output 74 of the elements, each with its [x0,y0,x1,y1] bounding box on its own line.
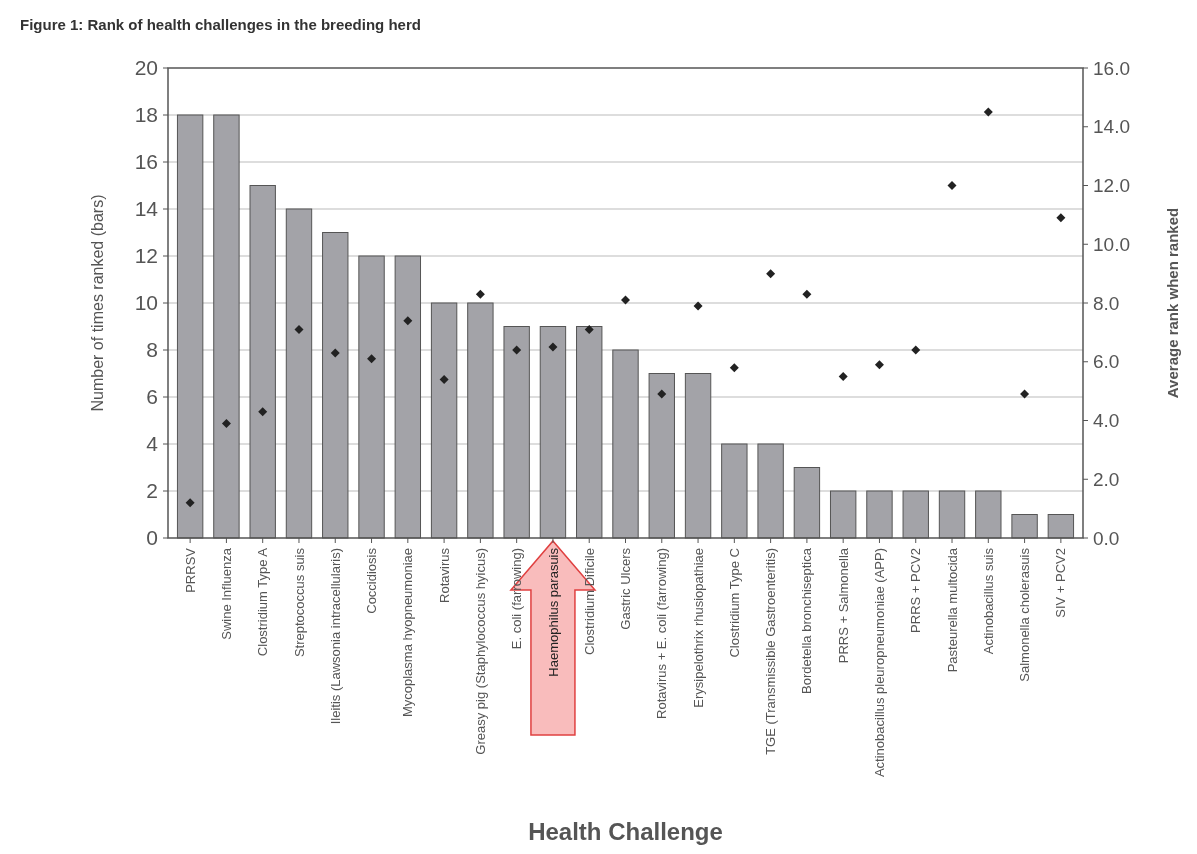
x-tick-label: Erysipelothrix rhusiopathiae [690,548,706,708]
x-tick-label: Clostridium Dificile [581,548,597,655]
x-tick-label: Rotavirus + E. coli (farrowing) [654,548,670,719]
y2-tick-label: 6.0 [1093,351,1120,373]
x-tick-label: Clostridium Type C [726,548,742,658]
point [874,360,884,370]
point [1056,213,1066,223]
point [258,407,268,417]
x-tick-label: Pasteurella multocida [944,547,960,673]
y-axis-title: Number of times ranked (bars) [89,194,106,412]
y-tick-label: 6 [146,385,158,409]
y-tick-label: 14 [134,197,159,221]
x-tick-label: Bordetella bronchiseptica [799,547,815,694]
x-axis-title: Health Challenge [528,818,723,845]
point [983,107,993,117]
point [621,295,630,305]
x-tick-label: PRRSV [182,547,198,593]
x-tick-label: PRRS + Salmonella [835,547,851,664]
y2-tick-label: 8.0 [1093,292,1120,314]
x-tick-label: SIV + PCV2 [1053,548,1069,618]
point [693,301,703,311]
y2-axis-title: Average rank when ranked [1164,207,1181,399]
y-tick-label: 12 [134,244,158,268]
x-tick-label: Coccidiosis [364,547,380,614]
x-tick-label: Salmonella cholerasuis [1017,547,1033,682]
point [475,289,485,299]
point [1020,389,1030,399]
point [512,345,522,355]
y-tick-label: 16 [134,150,158,174]
point [294,324,304,334]
x-tick-label: Swine Influenza [218,547,234,640]
y2-tick-label: 16.0 [1093,57,1130,79]
x-tick-label: Haemophilus parasuis [545,547,561,677]
chart-title: Figure 1: Rank of health challenges in the breeding herd [20,16,421,33]
y-tick-label: 8 [146,338,158,362]
x-tick-label: Streptococcus suis [291,547,307,658]
point [657,389,667,399]
y2-tick-label: 2.0 [1093,468,1120,490]
y-tick-label: 2 [146,479,158,503]
y2-tick-label: 0.0 [1093,527,1120,549]
y2-tick-label: 10.0 [1093,233,1130,255]
point [330,348,340,358]
y2-tick-label: 12.0 [1093,175,1130,197]
y-tick-label: 0 [146,526,158,550]
y-tick-label: 4 [146,432,159,456]
point [403,316,413,326]
x-tick-label: PRRS + PCV2 [908,548,924,633]
point [367,354,377,364]
point [838,371,848,381]
x-tick-label: Mycoplasma hyopneumoniae [400,548,416,718]
x-tick-label: Actinobacillus pleuropneumoniae (APP) [872,548,888,778]
y2-tick-label: 14.0 [1093,116,1130,138]
point [185,498,195,508]
y-tick-label: 10 [134,291,158,315]
x-tick-label: Rotavirus [436,547,452,603]
point [584,324,594,334]
y-tick-label: 18 [134,103,158,127]
y-tick-label: 20 [134,56,158,80]
x-tick-label: E. coli (farrowing) [509,548,525,650]
x-tick-label: Gastric Ulcers [618,547,634,630]
point [221,418,231,428]
point [947,181,957,190]
point [766,269,776,279]
point [548,342,558,352]
point [439,374,449,384]
point [911,345,921,355]
x-tick-label: Ileitis (Lawsonia intracellularis) [327,548,343,725]
x-tick-label: TGE (Transmissible Gastroenteritis) [763,548,779,755]
x-tick-label: Greasy pig (Staphylococcus hyicus) [472,548,488,755]
y2-tick-label: 4.0 [1093,410,1120,432]
x-tick-label: Clostridium Type A [255,547,271,657]
point [729,363,739,373]
point [802,289,812,299]
x-tick-label: Actinobacillus suis [980,547,996,655]
